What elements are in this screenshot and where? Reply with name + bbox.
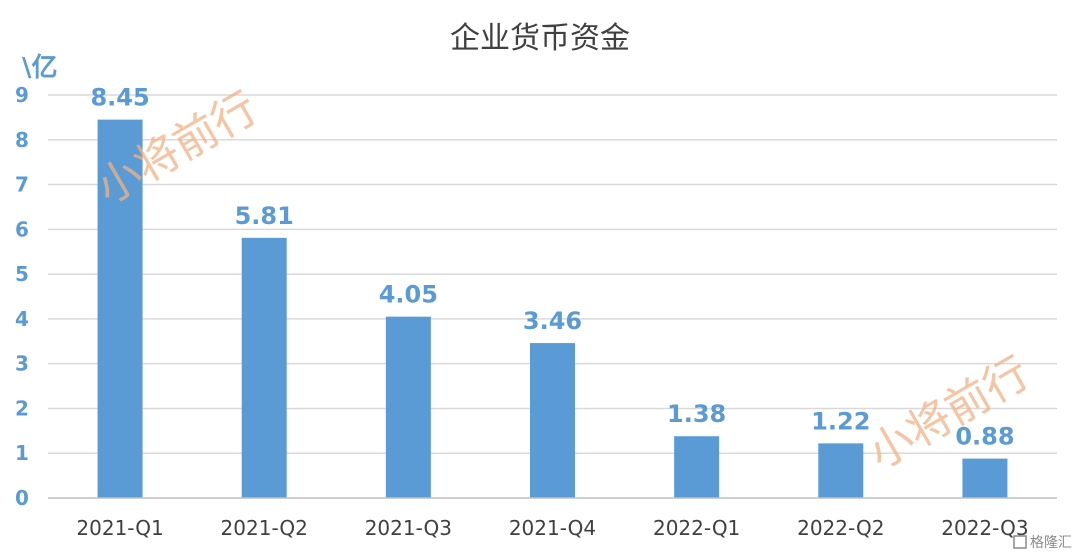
logo: 格隆汇 xyxy=(1013,535,1072,551)
y-tick-label: 9 xyxy=(15,83,29,107)
bar xyxy=(385,316,431,498)
y-axis-unit-label: \亿 xyxy=(22,53,58,83)
x-tick-label: 2021-Q3 xyxy=(365,516,452,540)
x-axis-ticks: 2021-Q1 2021-Q2 2021-Q3 2021-Q4 2022-Q1 2022-… xyxy=(76,516,1028,540)
logo-text: 格隆汇 xyxy=(1030,535,1072,551)
bar xyxy=(241,237,287,498)
y-tick-label: 7 xyxy=(15,173,29,197)
data-label: 1.22 xyxy=(811,407,870,435)
x-tick-label: 2021-Q4 xyxy=(509,516,596,540)
y-tick-label: 0 xyxy=(15,486,29,510)
y-tick-label: 6 xyxy=(15,217,29,241)
bar xyxy=(530,343,575,498)
bar xyxy=(962,458,1008,498)
bars xyxy=(97,119,1008,498)
x-tick-label: 2021-Q2 xyxy=(221,516,308,540)
y-tick-label: 3 xyxy=(15,352,29,376)
data-label: 8.45 xyxy=(90,84,149,112)
bar xyxy=(674,436,720,498)
data-label: 1.38 xyxy=(667,400,726,428)
y-tick-label: 1 xyxy=(15,441,29,465)
x-tick-label: 2021-Q1 xyxy=(76,516,163,540)
chart-title: 企业货币资金 xyxy=(450,21,630,56)
y-tick-label: 5 xyxy=(15,262,29,286)
y-tick-label: 4 xyxy=(15,307,29,331)
data-label: 4.05 xyxy=(379,281,438,309)
y-axis-ticks: 0 1 2 3 4 5 6 7 8 9 xyxy=(15,83,29,510)
gridlines xyxy=(48,94,1057,454)
bar xyxy=(818,443,864,498)
bar xyxy=(97,119,143,498)
x-tick-label: 2022-Q2 xyxy=(797,516,884,540)
data-label: 3.46 xyxy=(523,307,582,335)
y-tick-label: 8 xyxy=(15,128,29,152)
watermark-2: 小将前行 xyxy=(860,347,1038,479)
y-tick-label: 2 xyxy=(15,396,29,420)
x-tick-label: 2022-Q1 xyxy=(653,516,740,540)
data-label: 5.81 xyxy=(235,202,294,230)
data-labels: 8.45 5.81 4.05 3.46 1.38 1.22 0.88 xyxy=(90,84,1014,451)
data-label: 0.88 xyxy=(955,423,1014,451)
logo-mark-icon xyxy=(1013,535,1027,549)
